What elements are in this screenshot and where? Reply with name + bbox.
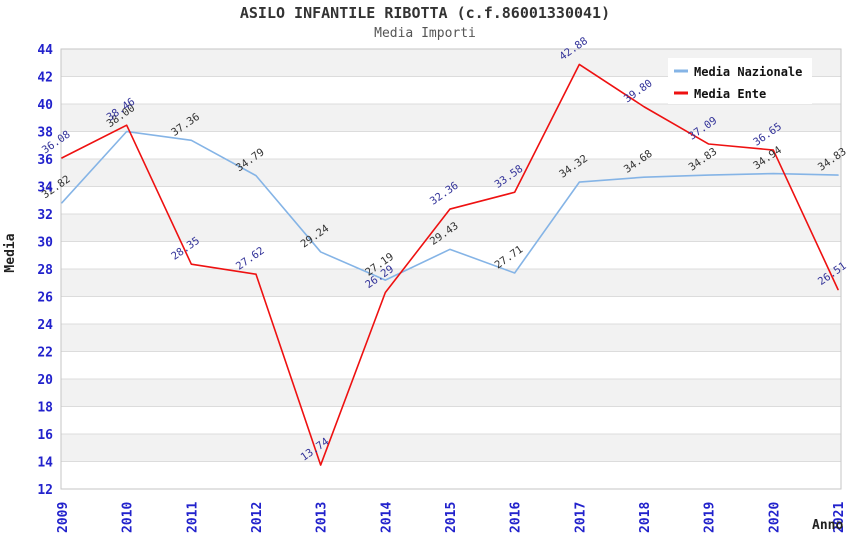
y-tick-label: 18: [37, 401, 53, 416]
legend-label-media-nazionale: Media Nazionale: [694, 65, 802, 79]
plot-band: [61, 351, 841, 379]
plot-band: [61, 379, 841, 407]
y-tick-label: 28: [37, 263, 53, 278]
y-tick-label: 30: [37, 236, 53, 251]
x-tick-label: 2011: [185, 502, 200, 533]
y-tick-label: 38: [37, 126, 53, 141]
y-tick-label: 16: [37, 428, 53, 443]
x-tick-label: 2016: [509, 502, 524, 533]
plot-band: [61, 324, 841, 352]
plot-band: [61, 104, 841, 132]
y-tick-label: 34: [37, 181, 53, 196]
x-axis-ticks: 2009 2010 2011 2012 2013 2014 2015 2016 2017 2018…: [56, 502, 847, 533]
y-tick-label: 12: [37, 483, 53, 498]
y-tick-label: 32: [37, 208, 53, 223]
chart-subtitle: Media Importi: [374, 26, 476, 41]
plot-bands: [61, 49, 841, 489]
plot-band: [61, 434, 841, 462]
plot-band: [61, 296, 841, 324]
legend: Media Nazionale Media Ente: [668, 58, 812, 104]
x-tick-label: 2015: [444, 502, 459, 533]
x-tick-label: 2010: [121, 502, 136, 533]
plot-band: [61, 159, 841, 187]
y-axis-title: Media: [3, 233, 18, 272]
series-line-0: [61, 130, 839, 281]
plot-band: [61, 406, 841, 434]
y-tick-label: 40: [37, 98, 53, 113]
chart-title: ASILO INFANTILE RIBOTTA (c.f.86001330041…: [240, 4, 610, 22]
x-tick-label: 2009: [56, 502, 71, 533]
plot-band: [61, 269, 841, 297]
x-tick-label: 2014: [379, 502, 394, 533]
y-tick-label: 26: [37, 291, 53, 306]
y-tick-label: 14: [37, 456, 53, 471]
x-tick-label: 2020: [767, 502, 782, 533]
y-tick-label: 44: [37, 43, 53, 58]
plot-border: [60, 48, 842, 490]
series-line-1: [61, 63, 839, 466]
y-axis-ticks: 44 42 40 38 36 34 32 30 28 26 24 22 20 18 16 14 12: [37, 43, 53, 498]
x-tick-label: 2021: [832, 502, 847, 533]
y-tick-label: 20: [37, 373, 53, 388]
legend-label-media-ente: Media Ente: [694, 87, 766, 101]
plot-band: [61, 131, 841, 159]
x-axis-title: Anno: [812, 518, 843, 533]
legend-box: [668, 58, 812, 104]
y-tick-label: 36: [37, 153, 53, 168]
plot-band: [61, 461, 841, 489]
x-tick-label: 2019: [703, 502, 718, 533]
x-tick-label: 2012: [250, 502, 265, 533]
y-tick-label: 24: [37, 318, 53, 333]
y-tick-label: 42: [37, 71, 53, 86]
y-tick-label: 22: [37, 346, 53, 361]
x-tick-label: 2017: [573, 502, 588, 533]
x-tick-label: 2013: [315, 502, 330, 533]
x-tick-label: 2018: [638, 502, 653, 533]
plot-band: [61, 214, 841, 242]
